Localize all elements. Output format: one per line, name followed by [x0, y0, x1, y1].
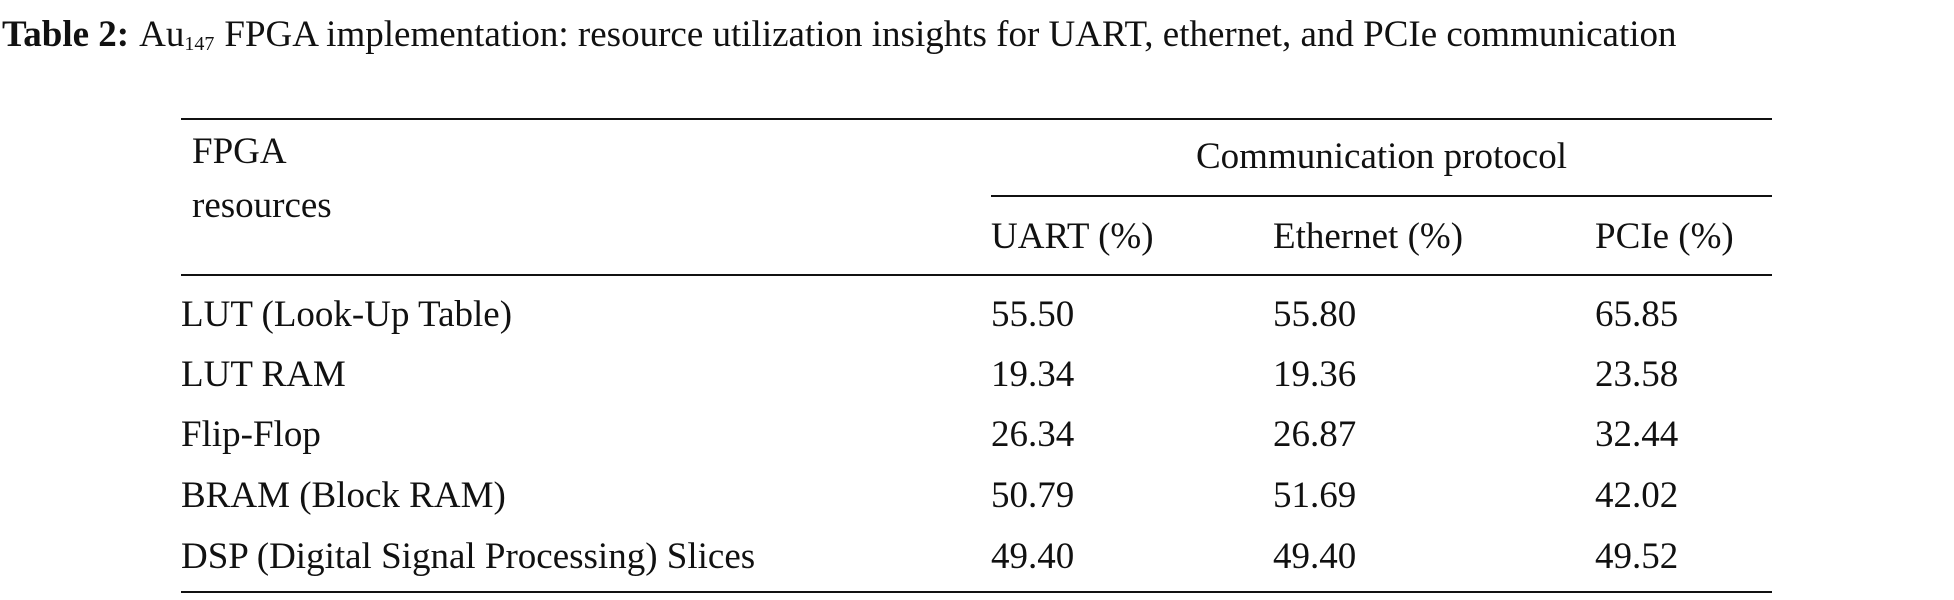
cell: 65.85 — [1595, 294, 1679, 335]
cell: 19.36 — [1273, 354, 1357, 395]
caption-subscript: 147 — [184, 33, 215, 55]
cell: 26.87 — [1273, 414, 1357, 455]
bottom-rule — [181, 591, 1772, 593]
caption-prefix: Au — [139, 14, 185, 55]
cell: 55.50 — [991, 294, 1075, 335]
cell: 49.52 — [1595, 536, 1679, 577]
column-header: Ethernet (%) — [1273, 216, 1464, 257]
row-label: DSP (Digital Signal Processing) Slices — [181, 536, 756, 577]
row-label: Flip-Flop — [181, 414, 321, 455]
cell: 50.79 — [991, 475, 1075, 516]
caption-text: FPGA implementation: resource utilizatio… — [224, 14, 1677, 55]
cell: 55.80 — [1273, 294, 1357, 335]
cell: 23.58 — [1595, 354, 1679, 395]
column-header: PCIe (%) — [1595, 216, 1734, 257]
cell: 19.34 — [991, 354, 1075, 395]
group-header: Communication protocol — [1196, 136, 1567, 177]
cell: 32.44 — [1595, 414, 1679, 455]
group-rule — [991, 195, 1772, 197]
row-label: LUT RAM — [181, 354, 346, 395]
column-header: UART (%) — [991, 216, 1154, 257]
caption-label: Table 2: — [2, 14, 130, 55]
row-label: LUT (Look-Up Table) — [181, 294, 513, 335]
cell: 42.02 — [1595, 475, 1679, 516]
header-rule — [181, 274, 1772, 276]
cell: 49.40 — [1273, 536, 1357, 577]
cell: 49.40 — [991, 536, 1075, 577]
corner-header: FPGA — [192, 131, 287, 172]
top-rule — [181, 118, 1772, 120]
cell: 51.69 — [1273, 475, 1357, 516]
cell: 26.34 — [991, 414, 1075, 455]
corner-header: resources — [192, 185, 332, 226]
caption: Table 2: Au147 FPGA implementation: resour… — [2, 12, 1952, 57]
row-label: BRAM (Block RAM) — [181, 475, 506, 516]
